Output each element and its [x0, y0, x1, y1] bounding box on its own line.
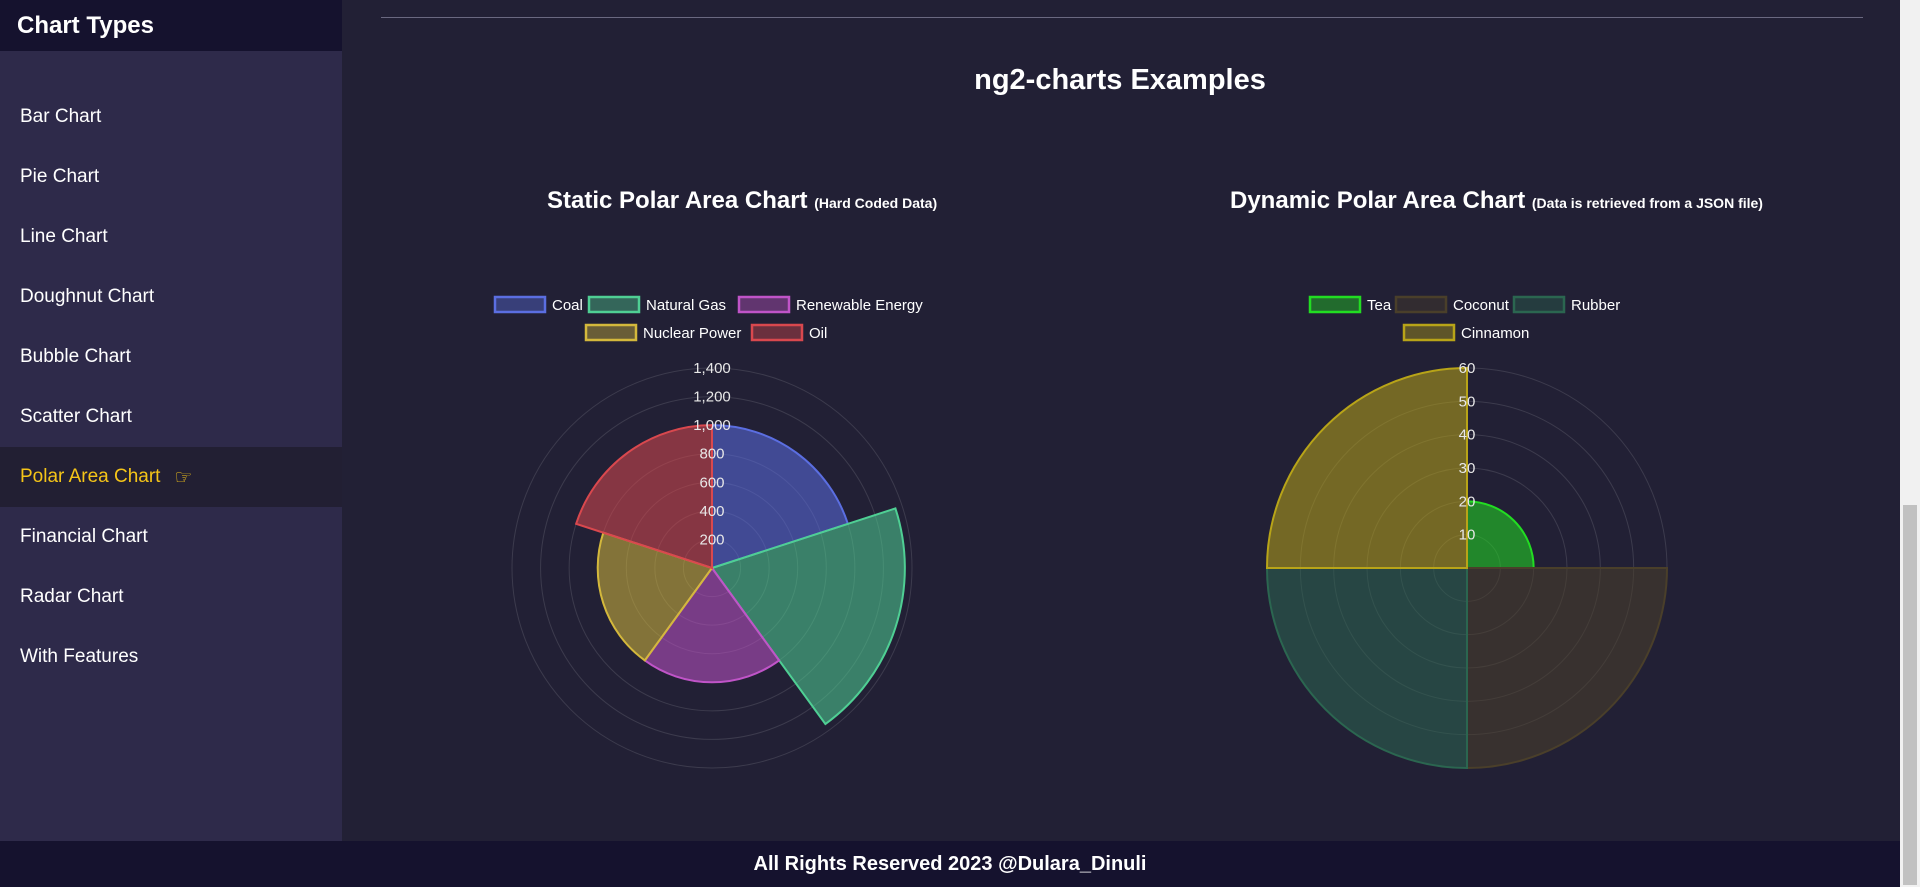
tick-label: 30 — [1459, 460, 1476, 477]
sidebar-item-scatter-chart[interactable]: Scatter Chart — [0, 387, 342, 447]
static-chart-title: Static Polar Area Chart (Hard Coded Data… — [547, 187, 937, 215]
legend-item[interactable]: Coconut — [1394, 295, 1510, 314]
sidebar-item-financial-chart[interactable]: Financial Chart — [0, 507, 342, 567]
sidebar-item-label: Bubble Chart — [20, 346, 131, 367]
legend-label: Rubber — [1571, 297, 1620, 314]
legend-swatch — [1512, 295, 1566, 314]
sidebar-item-label: Financial Chart — [20, 526, 148, 547]
sidebar-item-bubble-chart[interactable]: Bubble Chart — [0, 327, 342, 387]
polar-chart-2: Tea Coconut Rubber Cinnamon 10 20 30 40 50 60 — [1265, 295, 1669, 770]
tick-label: 1,000 — [693, 417, 731, 434]
legend-label: Coal — [552, 297, 583, 314]
legend-item[interactable]: Renewable Energy — [737, 295, 923, 314]
legend-item[interactable]: Oil — [750, 323, 827, 342]
legend-swatch — [493, 295, 547, 314]
polar-segment-tea[interactable] — [1466, 500, 1535, 569]
tick-label: 10 — [1459, 527, 1476, 544]
page-title: ng2-charts Examples — [974, 64, 1266, 96]
sidebar-item-doughnut-chart[interactable]: Doughnut Chart — [0, 267, 342, 327]
grid-ring — [511, 367, 913, 769]
legend-swatch — [1308, 295, 1362, 314]
legend-swatch — [587, 295, 641, 314]
sidebar-item-label: Doughnut Chart — [20, 286, 155, 307]
sidebar-title: Chart Types — [0, 0, 342, 51]
polar-chart-1: Coal Natural Gas Renewable Energy Nuclear P… — [493, 295, 923, 769]
sidebar-item-pie-chart[interactable]: Pie Chart — [0, 147, 342, 207]
polar-segment-rubber[interactable] — [1265, 567, 1468, 770]
legend-swatch — [584, 323, 638, 342]
tick-label: 60 — [1459, 360, 1476, 377]
sidebar-item-label: Scatter Chart — [20, 406, 132, 427]
legend-label: Renewable Energy — [796, 297, 923, 314]
tick-label: 600 — [699, 474, 724, 491]
legend-label: Nuclear Power — [643, 325, 741, 342]
tick-label: 40 — [1459, 427, 1476, 444]
sidebar: Chart Types Bar Chart Pie Chart Line Chart… — [0, 0, 342, 841]
sidebar-item-radar-chart[interactable]: Radar Chart — [0, 567, 342, 627]
dynamic-chart-subtitle: (Data is retrieved from a JSON file) — [1531, 195, 1763, 211]
sidebar-item-label: With Features — [20, 646, 139, 667]
sidebar-item-label: Pie Chart — [20, 166, 100, 187]
polar-segment-natural-gas[interactable] — [710, 507, 906, 726]
footer: All Rights Reserved 2023 @Dulara_Dinuli — [0, 841, 1900, 887]
tick-label: 1,200 — [693, 389, 731, 406]
legend-item[interactable]: Nuclear Power — [584, 323, 741, 342]
legend-label: Tea — [1367, 297, 1392, 314]
sidebar-item-label: Polar Area Chart — [20, 466, 161, 487]
polar-segment-cinnamon[interactable] — [1265, 366, 1468, 569]
pointing-hand-icon: ☞ — [174, 466, 193, 489]
sidebar-nav: Bar Chart Pie Chart Line Chart Doughnut Cha… — [0, 87, 342, 687]
legend-swatch — [1402, 323, 1456, 342]
tick-label: 200 — [699, 531, 724, 548]
polar-segment-nuclear-power[interactable] — [596, 531, 714, 662]
legend-swatch — [750, 323, 804, 342]
tick-label: 20 — [1459, 493, 1476, 510]
legend-label: Coconut — [1453, 297, 1510, 314]
polar-segment-coal[interactable] — [711, 424, 850, 570]
page-scrollbar[interactable] — [1900, 0, 1920, 887]
legend-item[interactable]: Cinnamon — [1402, 323, 1529, 342]
sidebar-item-label: Line Chart — [20, 226, 108, 247]
polar-segment-oil[interactable] — [574, 424, 713, 570]
top-divider — [381, 17, 1863, 18]
dynamic-chart-title: Dynamic Polar Area Chart (Data is retrie… — [1230, 187, 1763, 215]
polar-segment-renewable-energy[interactable] — [643, 566, 781, 684]
sidebar-item-line-chart[interactable]: Line Chart — [0, 207, 342, 267]
tick-label: 800 — [699, 446, 724, 463]
sidebar-item-label: Radar Chart — [20, 586, 124, 607]
legend-swatch — [1394, 295, 1448, 314]
tick-label: 400 — [699, 503, 724, 520]
static-chart-subtitle: (Hard Coded Data) — [814, 195, 938, 211]
legend-item[interactable]: Natural Gas — [587, 295, 726, 314]
legend-item[interactable]: Rubber — [1512, 295, 1620, 314]
static-chart-title-text: Static Polar Area Chart — [547, 187, 808, 214]
legend-swatch — [737, 295, 791, 314]
main-content: ng2-charts Examples Static Polar Area Ch… — [342, 0, 1900, 841]
scrollbar-thumb[interactable] — [1903, 505, 1917, 885]
legend-label: Natural Gas — [646, 297, 726, 314]
legend-label: Cinnamon — [1461, 325, 1529, 342]
sidebar-item-polar-area-chart[interactable]: Polar Area Chart ☞ — [0, 447, 342, 507]
sidebar-item-label: Bar Chart — [20, 106, 102, 127]
legend-item[interactable]: Coal — [493, 295, 583, 314]
tick-label: 1,400 — [693, 360, 731, 377]
sidebar-item-with-features[interactable]: With Features — [0, 627, 342, 687]
legend-label: Oil — [809, 325, 827, 342]
dynamic-chart-title-text: Dynamic Polar Area Chart — [1230, 187, 1526, 214]
legend-item[interactable]: Tea — [1308, 295, 1392, 314]
tick-label: 50 — [1459, 393, 1476, 410]
sidebar-item-bar-chart[interactable]: Bar Chart — [0, 87, 342, 147]
charts-area: Coal Natural Gas Renewable Energy Nuclear P… — [493, 295, 1669, 770]
polar-segment-coconut[interactable] — [1466, 567, 1669, 770]
